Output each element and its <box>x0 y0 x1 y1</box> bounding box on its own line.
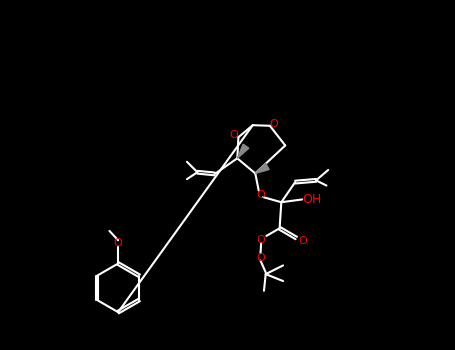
Polygon shape <box>238 144 249 158</box>
Text: O: O <box>257 235 266 245</box>
Text: O: O <box>299 237 308 246</box>
Text: O: O <box>256 253 265 263</box>
Polygon shape <box>255 163 269 173</box>
Text: O: O <box>256 190 265 200</box>
Text: O: O <box>270 119 278 129</box>
Text: O: O <box>230 131 238 140</box>
Text: OH: OH <box>302 193 322 206</box>
Text: O: O <box>114 238 122 248</box>
